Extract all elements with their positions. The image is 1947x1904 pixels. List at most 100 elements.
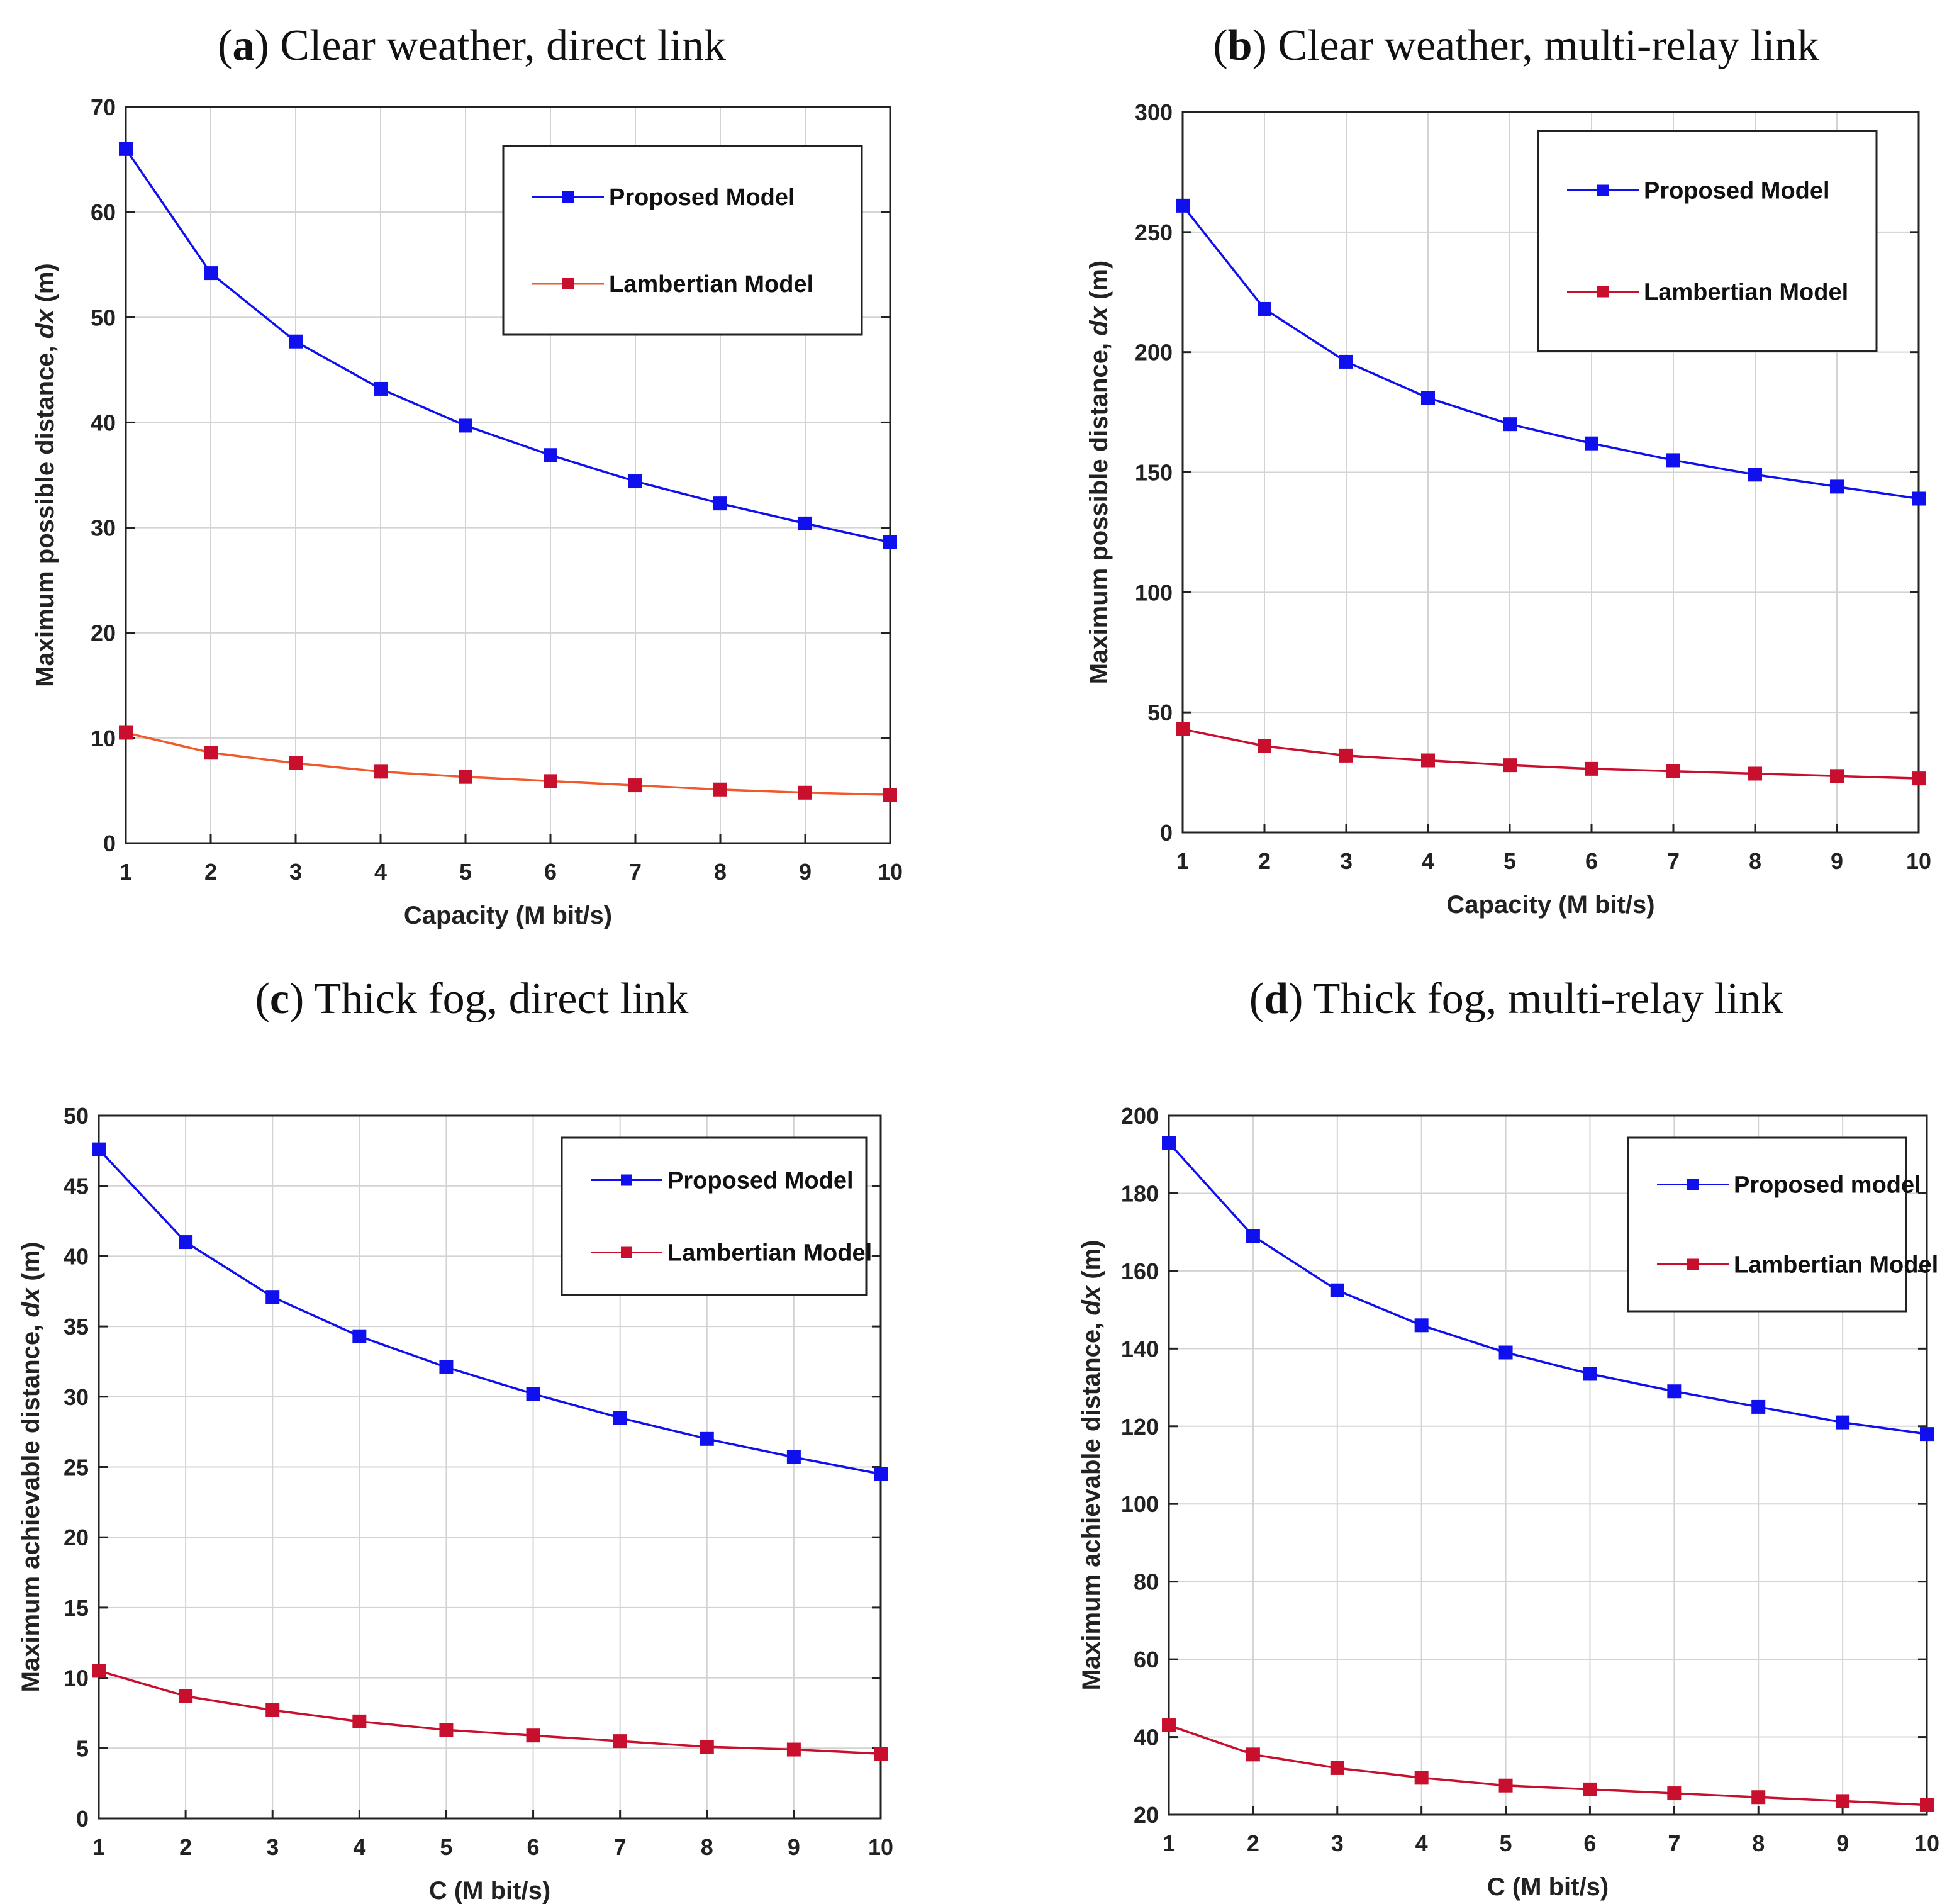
y-tick-label: 15: [64, 1595, 89, 1621]
x-tick-label: 8: [1752, 1830, 1765, 1856]
panel-title: (c) Thick fog, direct link: [255, 975, 689, 1023]
x-tick-label: 9: [799, 859, 812, 885]
y-tick-label: 60: [91, 199, 116, 225]
data-point-lambertian: [1330, 1761, 1344, 1775]
panel-title: (b) Clear weather, multi-relay link: [1213, 21, 1819, 70]
data-point-lambertian: [439, 1723, 454, 1737]
legend-entry-lambertian: Lambertian Model: [1657, 1252, 1938, 1278]
legend-label: Proposed Model: [667, 1168, 854, 1194]
y-tick-label: 140: [1121, 1336, 1159, 1362]
legend-box: [1627, 1136, 1907, 1313]
panel-title-text: Thick fog, direct link: [315, 975, 689, 1023]
y-tick-label: 80: [1134, 1569, 1159, 1595]
data-point-proposed: [786, 1450, 801, 1464]
legend: Proposed Model Lambertian Model: [1537, 130, 1878, 352]
data-point-proposed: [1421, 391, 1435, 405]
y-tick-label: 250: [1135, 220, 1173, 245]
data-point-lambertian: [628, 778, 642, 793]
legend-entry-proposed: Proposed Model: [532, 184, 795, 211]
x-tick-label: 2: [179, 1834, 192, 1860]
data-point-proposed: [265, 1290, 280, 1304]
data-point-proposed: [883, 535, 897, 549]
y-tick-label: 0: [76, 1806, 89, 1832]
y-axis-label: Maximum possible distance, dx (m): [31, 263, 59, 687]
series-line-proposed: [1168, 1142, 1927, 1435]
data-point-proposed: [798, 516, 812, 530]
legend-label: Proposed model: [1734, 1172, 1921, 1199]
x-tick-label: 7: [1668, 1830, 1680, 1856]
data-point-proposed: [1503, 417, 1517, 432]
series-line-lambertian: [1182, 728, 1919, 780]
y-tick-label: 10: [91, 725, 116, 751]
data-point-proposed: [1583, 1367, 1597, 1381]
y-tick-label: 20: [1134, 1802, 1159, 1828]
data-point-proposed: [1751, 1399, 1766, 1414]
data-point-lambertian: [883, 788, 897, 802]
x-tick-label: 8: [1749, 848, 1761, 874]
y-tick-label: 50: [1147, 700, 1173, 725]
series-line-lambertian: [1168, 1724, 1927, 1806]
data-point-lambertian: [1421, 753, 1435, 768]
x-tick-label: 1: [92, 1834, 105, 1860]
data-point-proposed: [1748, 468, 1762, 482]
data-point-proposed: [1339, 354, 1353, 369]
y-tick-label: 120: [1121, 1414, 1159, 1440]
y-axis-label-prefix: Maximum possible distance,: [1085, 343, 1113, 684]
x-tick-label: 9: [788, 1834, 800, 1860]
legend: Proposed model Lambertian Model: [1627, 1136, 1938, 1313]
x-tick-label: 9: [1836, 1830, 1849, 1856]
y-tick-label: 160: [1121, 1258, 1159, 1284]
data-point-proposed: [289, 334, 303, 349]
y-tick-label: 70: [91, 94, 116, 120]
y-tick-label: 180: [1121, 1180, 1159, 1206]
legend-label: Lambertian Model: [609, 271, 813, 298]
data-point-proposed: [1498, 1345, 1513, 1360]
data-point-proposed: [1414, 1318, 1429, 1333]
x-tick-label: 7: [629, 859, 642, 885]
x-tick-label: 4: [374, 859, 387, 885]
data-point-proposed: [1258, 301, 1271, 316]
data-point-proposed: [1920, 1427, 1934, 1442]
data-point-lambertian: [204, 746, 218, 760]
data-point-proposed: [1836, 1415, 1850, 1430]
data-point-proposed: [352, 1329, 367, 1343]
y-tick-label: 100: [1135, 580, 1173, 605]
x-tick-label: 3: [1331, 1830, 1344, 1856]
x-tick-label: 9: [1831, 848, 1843, 874]
panel-letter: c: [270, 975, 289, 1023]
data-point-lambertian: [1585, 761, 1598, 776]
x-tick-label: 5: [459, 859, 472, 885]
y-axis-label-var: dx: [31, 308, 59, 339]
x-tick-label: 4: [1422, 848, 1434, 874]
y-tick-label: 40: [64, 1243, 89, 1269]
y-axis-label-var: dx: [1085, 305, 1113, 335]
data-point-lambertian: [1667, 1786, 1682, 1801]
x-tick-label: 8: [701, 1834, 713, 1860]
x-tick-label: 2: [1258, 848, 1271, 874]
x-axis-label: Capacity (M bit/s): [1446, 891, 1654, 919]
plot-frame: [125, 106, 891, 844]
x-axis-label: C (M bit/s): [429, 1877, 550, 1904]
panel-title-text: Clear weather, direct link: [280, 21, 726, 70]
data-point-proposed: [874, 1467, 888, 1481]
data-point-lambertian: [179, 1689, 193, 1703]
x-tick-label: 6: [527, 1834, 540, 1860]
y-tick-label: 10: [64, 1666, 89, 1691]
y-tick-label: 200: [1135, 340, 1173, 366]
x-tick-label: 8: [714, 859, 727, 885]
series-line-proposed: [125, 148, 891, 544]
legend: Proposed Model Lambertian Model: [502, 145, 863, 336]
data-point-lambertian: [544, 774, 557, 788]
x-tick-label: 10: [878, 859, 903, 885]
legend-entry-lambertian: Lambertian Model: [532, 271, 813, 298]
y-tick-label: 60: [1134, 1647, 1159, 1672]
plot-frame: [1168, 1114, 1928, 1816]
data-point-lambertian: [1414, 1771, 1429, 1785]
y-axis-label-var: dx: [17, 1287, 45, 1317]
x-tick-label: 1: [120, 859, 132, 885]
data-point-lambertian: [526, 1728, 540, 1743]
x-tick-label: 5: [440, 1834, 452, 1860]
panel-title-text: Clear weather, multi-relay link: [1278, 21, 1819, 70]
series-line-proposed: [98, 1148, 881, 1476]
data-point-proposed: [1666, 453, 1680, 468]
